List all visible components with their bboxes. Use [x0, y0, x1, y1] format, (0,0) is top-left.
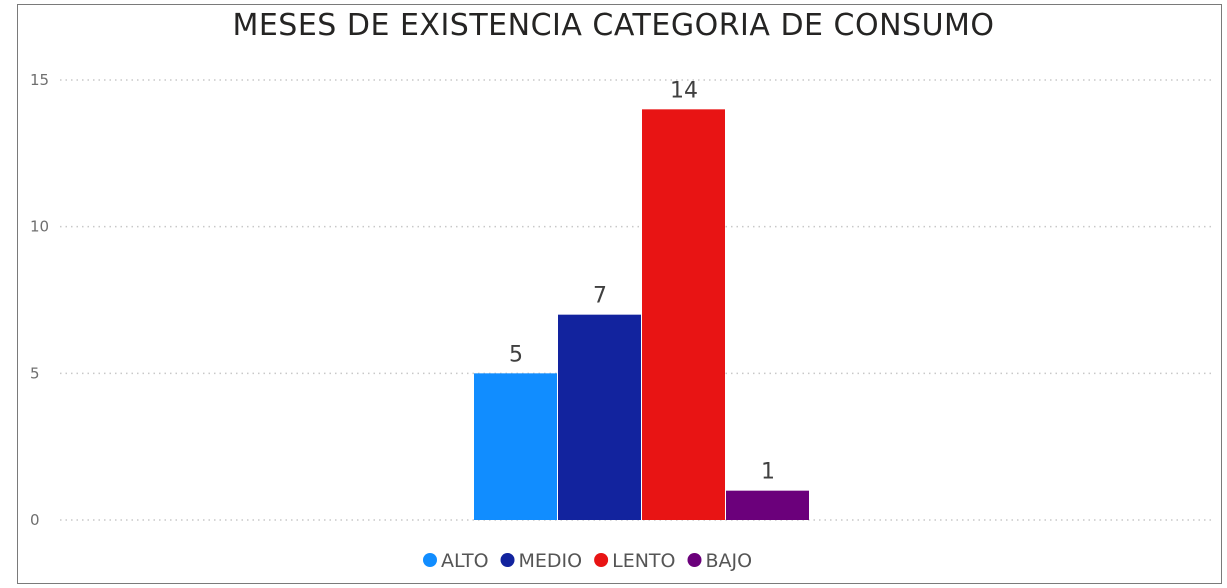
legend-marker-icon	[687, 553, 702, 567]
legend-marker-icon	[500, 553, 515, 567]
data-label-alto: 5	[509, 342, 523, 367]
legend-item-medio[interactable]: MEDIO	[500, 550, 583, 572]
bar-alto[interactable]	[474, 373, 557, 520]
legend-item-lento[interactable]: LENTO	[594, 550, 676, 572]
legend-item-alto[interactable]: ALTO	[423, 550, 489, 572]
data-label-lento: 14	[670, 78, 698, 103]
y-tick-label: 5	[30, 364, 40, 382]
bars	[474, 109, 809, 520]
chart-title: MESES DE EXISTENCIA CATEGORIA DE CONSUMO	[232, 8, 995, 43]
data-label-medio: 7	[593, 284, 607, 309]
legend-label: MEDIO	[519, 550, 583, 572]
bar-bajo[interactable]	[726, 490, 809, 520]
legend-label: LENTO	[612, 550, 675, 572]
bar-lento[interactable]	[642, 109, 725, 520]
y-tick-label: 15	[30, 71, 49, 89]
y-axis-ticks: 0 5 10 15	[30, 71, 49, 529]
legend[interactable]: ALTO MEDIO LENTO BAJO	[423, 550, 752, 572]
legend-label: ALTO	[441, 550, 489, 572]
data-label-bajo: 1	[761, 460, 775, 485]
legend-marker-icon	[594, 553, 609, 567]
legend-label: BAJO	[706, 550, 753, 572]
data-labels: 5 7 14 1	[509, 78, 775, 484]
bar-medio[interactable]	[558, 314, 641, 520]
legend-marker-icon	[423, 553, 437, 567]
y-tick-label: 10	[30, 218, 49, 236]
y-tick-label: 0	[30, 511, 40, 529]
legend-item-bajo[interactable]: BAJO	[687, 550, 753, 572]
